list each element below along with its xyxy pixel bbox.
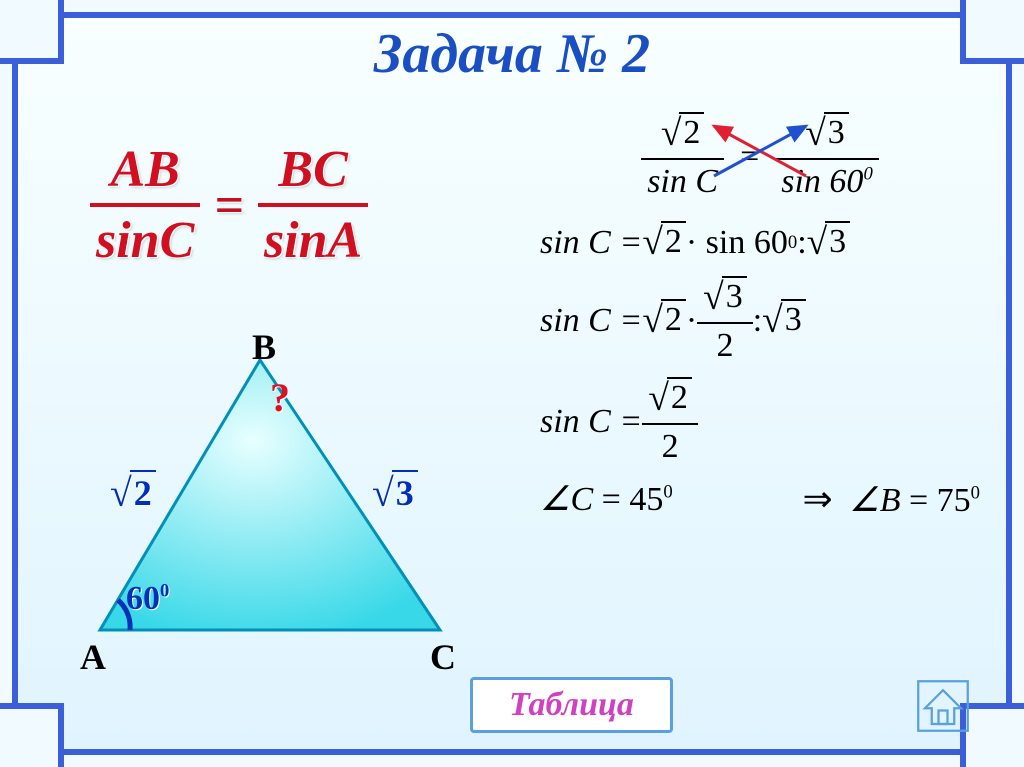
angle-a-label: 600: [126, 580, 169, 618]
dot: ·: [686, 302, 697, 340]
radicand: 3: [824, 112, 849, 152]
table-button[interactable]: Таблица: [470, 677, 673, 733]
page-title: Задача № 2: [0, 22, 1024, 86]
angle-value: 60: [126, 580, 160, 617]
equals-sign: =: [214, 176, 244, 235]
angle-value: = 75: [909, 482, 971, 519]
implies-symbol: ⇒: [803, 479, 833, 519]
vertex-label-b: B: [252, 326, 276, 368]
colon: :: [753, 302, 762, 340]
radicand: 2: [667, 377, 692, 417]
cross-multiply-row: √2 sin C = √3 sin 600: [540, 112, 980, 201]
frame-corner: [0, 703, 64, 767]
degree-sup: 0: [971, 483, 980, 504]
denominator-text: sin 60: [781, 163, 863, 200]
angle-value: = 45: [602, 481, 664, 518]
numerator: AB: [104, 140, 185, 199]
vertex-label-a: A: [80, 636, 106, 678]
solution-steps: √2 sin C = √3 sin 600 sin C = √2: [540, 100, 980, 520]
unknown-angle-mark: ?: [270, 374, 290, 421]
angle-b-result: ⇒ ∠B = 750: [795, 478, 980, 520]
fraction-left: AB sinC: [90, 140, 200, 270]
denominator: 2: [710, 327, 739, 365]
step-prefix: sin C =: [540, 302, 642, 340]
result-row: ∠C = 450 ⇒ ∠B = 750: [540, 478, 980, 520]
fraction-right: BC sinA: [258, 140, 368, 270]
degree-sup: 0: [788, 232, 797, 254]
fraction: √3 sin 600: [775, 112, 879, 201]
radicand: 2: [661, 299, 686, 339]
degree-sup: 0: [663, 482, 672, 503]
side-bc-label: √3: [372, 470, 418, 516]
law-of-sines-formula: AB sinC = BC sinA: [90, 140, 368, 270]
radicand: 3: [825, 221, 850, 261]
fraction: √3 2: [697, 276, 753, 365]
triangle-diagram: B A C ? √2 √3 600: [60, 320, 480, 680]
step-text: · sin 60: [686, 224, 788, 262]
degree-sup: 0: [160, 581, 169, 602]
step-prefix: sin C =: [540, 224, 642, 262]
step-3: sin C = √2 2: [540, 377, 980, 466]
colon: :: [797, 224, 806, 262]
angle-label: ∠B: [849, 482, 900, 519]
numerator: BC: [272, 140, 353, 199]
radicand: 2: [661, 221, 686, 261]
radicand: 3: [781, 299, 806, 339]
fraction: √2 2: [642, 377, 698, 466]
step-prefix: sin C =: [540, 403, 642, 441]
fraction-bar: [90, 203, 200, 207]
vertex-label-c: C: [430, 636, 456, 678]
step-2: sin C = √2 · √3 2 : √3: [540, 276, 980, 365]
fraction: √2 sin C: [641, 112, 724, 201]
denominator: sinA: [258, 211, 368, 270]
radicand: 2: [679, 112, 704, 152]
angle-label: ∠C: [540, 481, 593, 518]
denominator: sin C: [641, 163, 724, 201]
denominator: sinC: [90, 211, 200, 270]
radicand: 3: [722, 276, 747, 316]
angle-c-result: ∠C = 450: [540, 479, 673, 519]
side-ab-label: √2: [110, 470, 156, 516]
home-icon[interactable]: [916, 679, 970, 733]
degree-sup: 0: [863, 164, 872, 185]
denominator: 2: [656, 428, 685, 466]
fraction-bar: [258, 203, 368, 207]
step-1: sin C = √2 · sin 600 : √3: [540, 221, 980, 264]
